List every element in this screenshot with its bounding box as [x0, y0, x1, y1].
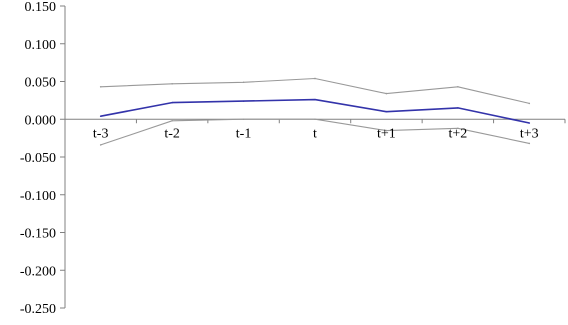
y-tick-label: -0.050	[20, 151, 56, 166]
y-axis-ticks: 0.150 0.100 0.050 0.000 -0.050 -0.100 -0.150 -0…	[20, 0, 56, 317]
x-tick-label: t-1	[236, 126, 252, 141]
data-point-estimate	[314, 98, 316, 101]
data-point-upper-band	[385, 92, 388, 95]
x-tick-label: t	[313, 126, 317, 141]
y-tick-label: -0.200	[20, 264, 56, 279]
data-point-upper-band	[528, 102, 531, 105]
data-point-estimate	[242, 100, 245, 102]
data-point-upper-band	[171, 82, 173, 85]
x-tick-label: t+3	[520, 126, 539, 141]
data-point-lower-band	[457, 127, 459, 130]
series-layer	[99, 77, 531, 146]
data-point-upper-band	[99, 85, 102, 88]
x-tick-label: t+2	[448, 126, 467, 141]
data-point-estimate	[385, 110, 388, 113]
data-point-estimate	[171, 101, 173, 104]
data-point-lower-band	[314, 118, 316, 121]
x-tick-label: t-3	[93, 126, 109, 141]
data-point-lower-band	[528, 142, 531, 145]
data-point-upper-band	[314, 77, 316, 80]
data-point-estimate	[528, 122, 531, 124]
y-tick-label: 0.000	[25, 113, 57, 128]
y-tick-label: -0.100	[20, 189, 56, 204]
x-tick-label: t+1	[377, 126, 396, 141]
data-point-lower-band	[99, 144, 102, 146]
data-point-lower-band	[385, 129, 388, 132]
x-tick-label: t-2	[164, 126, 180, 141]
data-point-lower-band	[171, 119, 173, 122]
y-tick-label: 0.150	[25, 0, 57, 15]
data-point-estimate	[99, 115, 102, 118]
y-tick-label: -0.250	[20, 302, 56, 317]
data-point-upper-band	[457, 85, 459, 88]
x-axis-ticks: t-3 t-2 t-1 t t+1 t+2 t+3	[93, 126, 539, 141]
data-point-upper-band	[242, 81, 245, 84]
y-tick-label: -0.150	[20, 227, 56, 242]
y-tick-label: 0.050	[25, 76, 57, 91]
y-tick-label: 0.100	[25, 38, 57, 53]
data-point-estimate	[457, 107, 459, 109]
data-point-lower-band	[242, 118, 245, 121]
